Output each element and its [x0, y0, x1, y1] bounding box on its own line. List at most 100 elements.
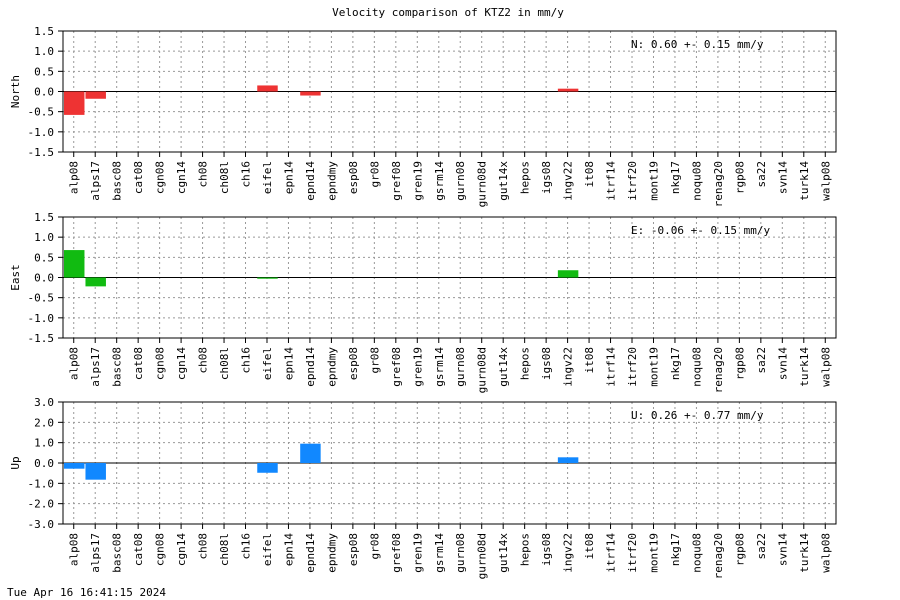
- x-tick-label: cgn14: [175, 347, 188, 380]
- x-tick-label: walp08: [819, 347, 832, 387]
- x-tick-label: gut14x: [497, 533, 510, 573]
- x-tick-label: cat08: [132, 347, 145, 380]
- x-tick-label: cat08: [132, 533, 145, 566]
- x-tick-label: cgn14: [175, 161, 188, 194]
- x-tick-label: gurn08: [454, 533, 467, 573]
- x-tick-label: gref08: [390, 161, 403, 201]
- y-tick-label: -0.5: [28, 106, 55, 119]
- x-tick-label: gurn08d: [476, 347, 489, 393]
- panel-up: 3.0 2.0 1.0 0.0 -1.0 -2.0 -3.0 alp08 alps17 basc0…: [9, 396, 837, 579]
- plot-frame: [62, 401, 837, 525]
- y-tick-label: 1.0: [34, 45, 54, 58]
- x-tick-label: itrf20: [626, 347, 639, 387]
- x-tick-label: ch08l: [218, 161, 231, 194]
- x-tick-label: cgn08: [154, 161, 167, 194]
- x-tick-label: alp08: [68, 161, 81, 194]
- x-tick-label: igs08: [540, 347, 553, 380]
- x-tick-label: turk14: [798, 161, 811, 201]
- x-tick-label: igs08: [540, 161, 553, 194]
- y-tick-label: 3.0: [34, 396, 54, 409]
- y-axis-label: Up: [9, 456, 22, 469]
- y-axis-label: East: [9, 264, 22, 291]
- x-tick-label: it08: [583, 161, 596, 188]
- x-tick-label: turk14: [798, 533, 811, 573]
- plot-frame: [62, 30, 837, 153]
- x-tick-label: eifel: [261, 347, 274, 380]
- x-tick-label: svn14: [776, 347, 789, 380]
- x-tick-label: epndmy: [325, 347, 338, 387]
- y-tick-label: -1.0: [28, 126, 55, 139]
- y-tick-label: -1.5: [28, 332, 55, 345]
- x-tick-label: itrf14: [605, 533, 618, 573]
- x-tick-label: gren19: [411, 161, 424, 201]
- x-tick-label: gref08: [390, 347, 403, 387]
- x-tick-label: epn14: [282, 161, 295, 194]
- panel-annotation: U: 0.26 +- 0.77 mm/y: [631, 409, 764, 422]
- x-tick-label: cgn08: [154, 347, 167, 380]
- x-tick-label: mont19: [647, 161, 660, 201]
- x-tick-label: svn14: [776, 533, 789, 566]
- x-tick-label: renag20: [712, 161, 725, 207]
- x-tick-label: gren19: [411, 533, 424, 573]
- x-tick-label: svn14: [776, 161, 789, 194]
- x-tick-label: esp08: [347, 347, 360, 380]
- y-tick-label: 2.0: [34, 416, 54, 429]
- bar-north-eifel: [257, 85, 278, 92]
- x-tick-label: renag20: [712, 533, 725, 579]
- x-tick-label: renag20: [712, 347, 725, 393]
- x-tick-label: itrf20: [626, 161, 639, 201]
- x-tick-label: sa22: [755, 347, 768, 374]
- x-tick-label: gut14x: [497, 161, 510, 201]
- y-tick-label: -2.0: [28, 498, 55, 511]
- x-tick-label: epndmy: [325, 161, 338, 201]
- x-tick-label: alps17: [89, 533, 102, 573]
- x-tick-label: it08: [583, 347, 596, 374]
- y-tick-label: 1.0: [34, 437, 54, 450]
- x-tick-label: gr08: [368, 533, 381, 560]
- x-tick-label: epn14: [282, 533, 295, 566]
- x-tick-label: gsrm14: [433, 533, 446, 573]
- y-tick-label: -1.0: [28, 312, 55, 325]
- x-tick-label: it08: [583, 533, 596, 560]
- x-tick-label: hepos: [519, 347, 532, 380]
- chart-panels: 1.5 1.0 0.5 0.0 -0.5 -1.0 -1.5 alp08 alps17 basc0…: [9, 25, 837, 579]
- x-tick-label: alp08: [68, 347, 81, 380]
- y-axis-label: North: [9, 75, 22, 108]
- y-tick-label: 0.0: [34, 457, 54, 470]
- x-tick-label: ch08: [197, 347, 210, 374]
- x-tick-label: esp08: [347, 533, 360, 566]
- x-tick-label: ch08l: [218, 347, 231, 380]
- bar-east-ingv22: [557, 270, 579, 278]
- x-tick-label: gurn08: [454, 347, 467, 387]
- y-tick-label: -1.5: [28, 146, 55, 159]
- x-tick-label: gurn08d: [476, 161, 489, 207]
- x-tick-label: ch08: [197, 533, 210, 560]
- x-tick-label: noqu08: [690, 533, 703, 573]
- x-tick-label: ch16: [240, 533, 253, 560]
- bar-east-alp08: [64, 250, 85, 278]
- x-tick-label: gren19: [411, 347, 424, 387]
- x-tick-label: ch16: [240, 161, 253, 188]
- y-tick-label: 0.0: [34, 86, 54, 99]
- y-tick-label: 1.5: [34, 211, 54, 224]
- bar-up-alp08: [64, 463, 85, 469]
- x-tick-label: basc08: [111, 533, 124, 573]
- bar-east-eifel: [257, 277, 278, 279]
- x-tick-label: epn14: [282, 347, 295, 380]
- x-tick-label: eifel: [261, 161, 274, 194]
- x-tick-label: gr08: [368, 161, 381, 188]
- x-tick-label: basc08: [111, 161, 124, 201]
- x-tick-label: epnd14: [304, 347, 317, 387]
- x-tick-label: gsrm14: [433, 161, 446, 201]
- x-tick-label: basc08: [111, 347, 124, 387]
- x-tick-label: gsrm14: [433, 347, 446, 387]
- x-tick-label: cgn14: [175, 533, 188, 566]
- bar-north-epnd14: [300, 91, 321, 96]
- y-tick-label: 0.5: [34, 251, 54, 264]
- panel-annotation: E: -0.06 +- 0.15 mm/y: [631, 224, 770, 237]
- x-tick-label: nkg17: [669, 347, 682, 380]
- bar-north-ingv22: [557, 88, 579, 92]
- x-tick-label: gurn08: [454, 161, 467, 201]
- bar-north-alps17: [85, 91, 106, 99]
- x-tick-label: ingv22: [562, 347, 575, 387]
